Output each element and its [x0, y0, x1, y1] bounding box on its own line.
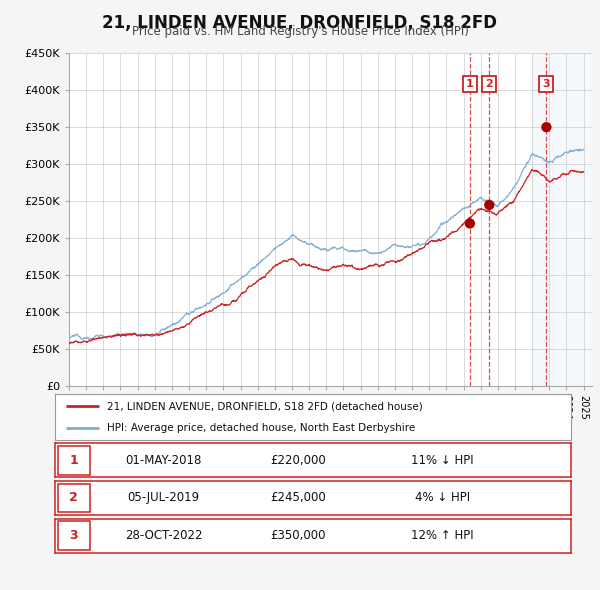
Text: 2: 2	[70, 491, 78, 504]
Point	[542, 123, 551, 132]
Text: £220,000: £220,000	[270, 454, 326, 467]
Text: 12% ↑ HPI: 12% ↑ HPI	[411, 529, 473, 542]
Text: 05-JUL-2019: 05-JUL-2019	[127, 491, 200, 504]
FancyBboxPatch shape	[58, 446, 90, 474]
FancyBboxPatch shape	[58, 522, 90, 550]
Text: 21, LINDEN AVENUE, DRONFIELD, S18 2FD (detached house): 21, LINDEN AVENUE, DRONFIELD, S18 2FD (d…	[107, 401, 422, 411]
Text: 1: 1	[466, 79, 474, 89]
Text: HPI: Average price, detached house, North East Derbyshire: HPI: Average price, detached house, Nort…	[107, 423, 415, 433]
Text: 01-MAY-2018: 01-MAY-2018	[125, 454, 202, 467]
Text: 1: 1	[70, 454, 78, 467]
Text: 3: 3	[542, 79, 550, 89]
Point	[484, 200, 494, 209]
Text: 28-OCT-2022: 28-OCT-2022	[125, 529, 202, 542]
Text: Price paid vs. HM Land Registry's House Price Index (HPI): Price paid vs. HM Land Registry's House …	[131, 25, 469, 38]
Text: 4% ↓ HPI: 4% ↓ HPI	[415, 491, 470, 504]
Point	[465, 219, 475, 228]
Text: 2: 2	[485, 79, 493, 89]
Text: £350,000: £350,000	[270, 529, 325, 542]
Bar	[532, 53, 592, 386]
Text: 3: 3	[70, 529, 78, 542]
Text: £245,000: £245,000	[270, 491, 326, 504]
Text: 21, LINDEN AVENUE, DRONFIELD, S18 2FD: 21, LINDEN AVENUE, DRONFIELD, S18 2FD	[103, 14, 497, 32]
Text: 11% ↓ HPI: 11% ↓ HPI	[411, 454, 473, 467]
FancyBboxPatch shape	[58, 484, 90, 512]
